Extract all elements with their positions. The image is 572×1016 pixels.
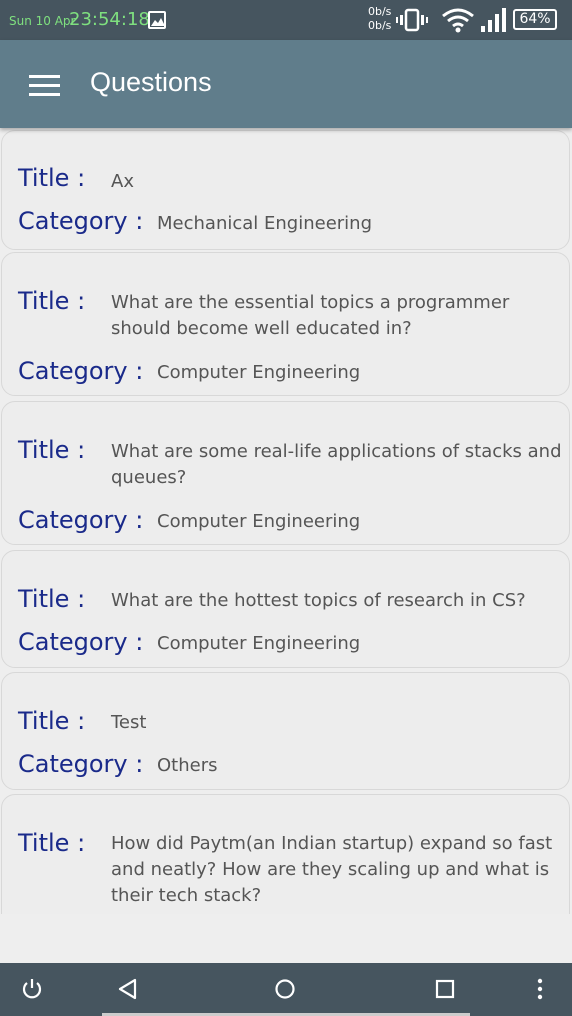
category-label: Category : — [18, 628, 144, 656]
home-icon[interactable] — [273, 977, 297, 1001]
title-label: Title : — [18, 585, 86, 613]
image-notification-icon — [148, 11, 166, 29]
question-category: Mechanical Engineering — [157, 213, 372, 234]
battery-icon: 64% — [513, 9, 557, 30]
status-time: 23:54:18 — [69, 9, 150, 30]
category-label: Category : — [18, 506, 144, 534]
question-title: Test — [111, 712, 147, 733]
net-down-speed: 0b/s — [368, 19, 392, 32]
question-category: Computer Engineering — [157, 633, 361, 654]
question-card[interactable]: Title : How did Paytm(an Indian startup)… — [1, 794, 570, 914]
more-icon[interactable] — [528, 977, 552, 1001]
nav-indicator — [102, 1013, 470, 1016]
title-label: Title : — [18, 707, 86, 735]
navigation-bar — [0, 963, 572, 1016]
battery-level: 64% — [519, 11, 551, 27]
question-card[interactable]: Title : Ax Category : Mechanical Enginee… — [1, 130, 570, 250]
question-category: Computer Engineering — [157, 511, 361, 532]
question-category: Others — [157, 755, 218, 776]
question-title: How did Paytm(an Indian startup) expand … — [111, 833, 553, 906]
network-speed: 0b/s 0b/s — [368, 5, 391, 33]
wifi-icon — [442, 8, 474, 33]
status-bar: Sun 10 Apr 23:54:18 0b/s 0b/s 64% — [0, 0, 572, 40]
net-up-speed: 0b/s — [368, 5, 392, 18]
category-label: Category : — [18, 207, 144, 235]
title-label: Title : — [18, 829, 86, 857]
status-date: Sun 10 Apr — [9, 14, 76, 28]
title-label: Title : — [18, 164, 86, 192]
question-card[interactable]: Title : What are some real-life applicat… — [1, 401, 570, 545]
category-label: Category : — [18, 750, 144, 778]
question-list[interactable]: Title : Ax Category : Mechanical Enginee… — [0, 128, 572, 914]
question-card[interactable]: Title : What are the hottest topics of r… — [1, 550, 570, 668]
question-category: Computer Engineering — [157, 362, 361, 383]
question-title: What are some real-life applications of … — [111, 441, 562, 488]
title-label: Title : — [18, 436, 86, 464]
recents-icon[interactable] — [433, 977, 457, 1001]
question-card[interactable]: Title : Test Category : Others — [1, 672, 570, 790]
title-label: Title : — [18, 287, 86, 315]
question-title: What are the essential topics a programm… — [111, 292, 510, 339]
vibrate-icon — [396, 8, 428, 32]
back-icon[interactable] — [116, 977, 140, 1001]
power-icon[interactable] — [20, 977, 44, 1001]
question-title: Ax — [111, 171, 134, 192]
question-title: What are the hottest topics of research … — [111, 590, 526, 611]
signal-icon — [481, 8, 506, 32]
category-label: Category : — [18, 357, 144, 385]
hamburger-menu-icon[interactable] — [29, 75, 60, 96]
question-card[interactable]: Title : What are the essential topics a … — [1, 252, 570, 396]
app-bar: Questions — [0, 40, 572, 128]
page-title: Questions — [90, 67, 212, 97]
